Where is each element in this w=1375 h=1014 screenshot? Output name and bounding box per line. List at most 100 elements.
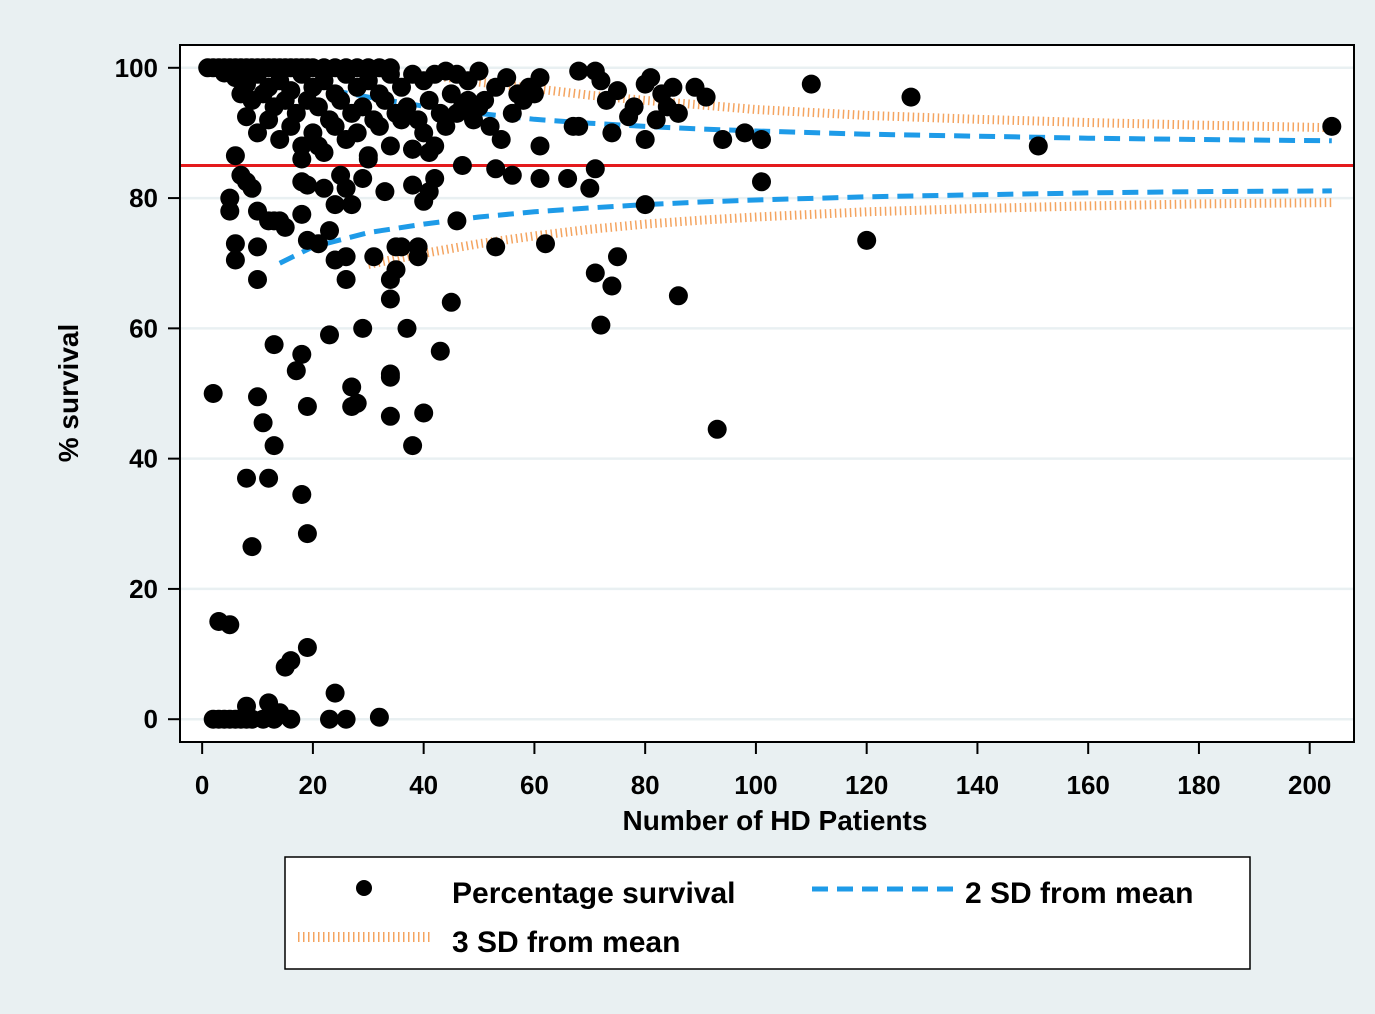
data-point bbox=[259, 110, 279, 130]
data-point bbox=[380, 136, 400, 156]
x-tick-label-160: 160 bbox=[1066, 770, 1109, 800]
data-point bbox=[237, 107, 256, 127]
x-tick-label-40: 40 bbox=[409, 770, 438, 800]
legend-label-2sd: 2 SD from mean bbox=[965, 877, 1193, 910]
data-point bbox=[248, 64, 267, 84]
data-point bbox=[308, 97, 328, 117]
data-point bbox=[292, 344, 312, 364]
x-axis-ticks: 0 20 40 60 80 100 120 140 160 180 200 bbox=[195, 742, 1331, 800]
data-point bbox=[425, 169, 445, 188]
data-point bbox=[225, 234, 245, 254]
data-point bbox=[297, 397, 317, 416]
data-point bbox=[558, 169, 578, 188]
data-point bbox=[1028, 136, 1048, 156]
data-point bbox=[314, 178, 334, 198]
data-point bbox=[608, 247, 627, 267]
data-point bbox=[253, 413, 273, 433]
data-point bbox=[331, 90, 351, 110]
data-point bbox=[220, 201, 240, 221]
data-point bbox=[696, 87, 716, 107]
data-point bbox=[530, 68, 550, 88]
x-tick-label-120: 120 bbox=[845, 770, 888, 800]
data-point bbox=[281, 709, 301, 729]
x-tick-label-0: 0 bbox=[195, 770, 209, 800]
data-point bbox=[392, 77, 411, 97]
data-point bbox=[486, 159, 506, 179]
data-point bbox=[292, 485, 312, 504]
data-point bbox=[713, 130, 733, 149]
data-point bbox=[646, 110, 666, 130]
data-point bbox=[414, 123, 434, 143]
data-point bbox=[325, 116, 345, 136]
data-point bbox=[635, 195, 655, 215]
data-point bbox=[336, 178, 356, 198]
data-point bbox=[497, 68, 517, 88]
data-point bbox=[386, 237, 406, 257]
x-tick-label-200: 200 bbox=[1288, 770, 1331, 800]
data-point bbox=[502, 165, 522, 185]
data-point bbox=[419, 143, 439, 162]
x-tick-label-20: 20 bbox=[298, 770, 327, 800]
data-points bbox=[198, 58, 1342, 729]
data-point bbox=[403, 175, 423, 195]
data-point bbox=[203, 384, 223, 403]
data-point bbox=[220, 188, 240, 208]
data-point bbox=[524, 84, 544, 104]
data-point bbox=[707, 419, 727, 439]
legend-box bbox=[284, 856, 1251, 970]
data-point bbox=[735, 123, 755, 143]
data-point bbox=[275, 90, 295, 110]
data-point bbox=[281, 651, 301, 671]
data-point bbox=[668, 103, 688, 123]
data-point bbox=[264, 211, 284, 231]
data-point bbox=[569, 116, 589, 136]
data-point bbox=[237, 468, 256, 488]
data-point bbox=[220, 615, 240, 635]
data-point bbox=[314, 71, 334, 91]
data-point bbox=[248, 123, 267, 143]
data-point bbox=[452, 156, 472, 175]
data-point bbox=[248, 237, 267, 257]
data-point bbox=[469, 97, 489, 117]
y-tick-label-40: 40 bbox=[129, 444, 158, 474]
data-point bbox=[469, 61, 489, 81]
data-point bbox=[286, 361, 306, 381]
data-point bbox=[536, 234, 555, 254]
data-point bbox=[441, 292, 461, 312]
data-point bbox=[347, 123, 367, 143]
data-point bbox=[292, 64, 312, 84]
data-point bbox=[414, 403, 434, 423]
data-point bbox=[342, 397, 362, 416]
data-point bbox=[375, 182, 395, 202]
data-point bbox=[668, 286, 688, 306]
data-point bbox=[320, 221, 339, 241]
data-point bbox=[364, 247, 384, 267]
sd2-lower-line bbox=[278, 188, 1332, 266]
data-point bbox=[380, 64, 400, 84]
data-point bbox=[259, 468, 279, 488]
data-point bbox=[380, 289, 400, 309]
data-point bbox=[608, 81, 627, 101]
data-point bbox=[264, 709, 284, 729]
data-point bbox=[375, 90, 395, 110]
data-point bbox=[353, 318, 373, 338]
data-point bbox=[403, 436, 423, 456]
data-point bbox=[320, 709, 339, 729]
y-tick-label-80: 80 bbox=[129, 183, 158, 213]
data-point bbox=[408, 247, 428, 267]
data-point bbox=[569, 61, 589, 81]
legend-marker-scatter bbox=[356, 880, 372, 896]
data-point bbox=[447, 211, 467, 231]
data-point bbox=[297, 175, 317, 195]
y-tick-label-0: 0 bbox=[144, 704, 158, 734]
data-point bbox=[602, 276, 622, 296]
data-point bbox=[635, 130, 655, 149]
data-point bbox=[801, 74, 821, 94]
data-point bbox=[901, 87, 921, 107]
data-point bbox=[336, 270, 356, 289]
data-point bbox=[297, 638, 317, 657]
data-point bbox=[264, 335, 284, 355]
data-point bbox=[336, 709, 356, 729]
data-point bbox=[320, 325, 339, 345]
data-point bbox=[353, 97, 373, 117]
